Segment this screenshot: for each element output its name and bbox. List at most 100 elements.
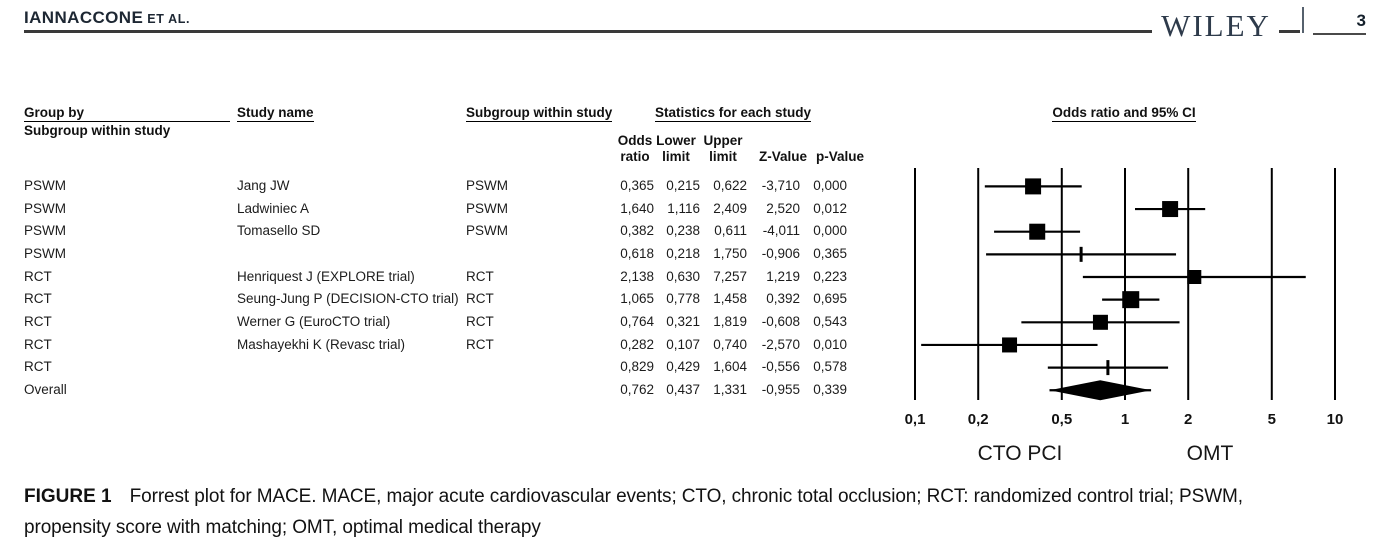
col-header-statistics: Statistics for each study — [655, 105, 812, 122]
cell-study: Jang JW — [237, 178, 290, 193]
cell-z: -2,570 — [761, 336, 800, 352]
cell-study: Ladwiniec A — [237, 200, 310, 216]
figure-caption: FIGURE 1 Forrest plot for MACE. MACE, maj… — [24, 481, 1372, 543]
table-row: RCT 0,829 0,429 1,604 -0,556 0,578 — [0, 356, 890, 379]
brand-separator-line — [1302, 7, 1304, 33]
cell-group: PSWM — [24, 223, 66, 239]
cell-group: PSWM — [24, 178, 66, 193]
caption-line-1: FIGURE 1 Forrest plot for MACE. MACE, maj… — [24, 481, 1372, 512]
cell-p: 0,339 — [813, 381, 847, 397]
col-header-plot: Odds ratio and 95% CI — [1052, 105, 1196, 122]
cell-study: Henriquest J (EXPLORE trial) — [237, 268, 415, 284]
cell-z: -4,011 — [762, 223, 800, 239]
cell-ll: 0,630 — [666, 268, 700, 284]
cell-ul: 1,604 — [713, 359, 747, 375]
cell-z: -0,556 — [761, 359, 800, 375]
cell-ll: 0,321 — [666, 313, 700, 329]
cell-z: -0,608 — [761, 313, 800, 329]
cell-p: 0,365 — [813, 245, 847, 261]
cell-z: 1,219 — [766, 268, 800, 284]
cell-z: -3,710 — [761, 178, 800, 193]
cell-ll: 0,107 — [666, 336, 700, 352]
running-head: IANNACCONE ET AL. — [24, 8, 190, 28]
svg-text:0,2: 0,2 — [968, 411, 989, 428]
table-row: PSWM Tomasello SD PSWM 0,382 0,238 0,611 -4,01… — [0, 220, 890, 243]
table-row: RCT Seung-Jung P (DECISION-CTO trial) RCT 1… — [0, 288, 890, 311]
table-row: RCT Mashayekhi K (Revasc trial) RCT 0,282 0,… — [0, 334, 890, 357]
cell-study: Mashayekhi K (Revasc trial) — [237, 336, 406, 352]
cell-group: RCT — [24, 268, 52, 284]
forest-plot: 0,1 0,2 0,5 1 2 5 10 CTO PCI OMT — [887, 160, 1351, 470]
col-header-study-name: Study name — [237, 105, 314, 122]
subheader-odds-ratio: Odds ratio — [617, 133, 653, 164]
cell-z: 0,392 — [766, 291, 800, 307]
cell-z: -0,955 — [761, 381, 800, 397]
caption-label: FIGURE 1 — [24, 486, 112, 507]
table-row: PSWM 0,618 0,218 1,750 -0,906 0,365 — [0, 243, 890, 266]
cell-study: Tomasello SD — [237, 223, 321, 239]
subheader-upper-limit: Upper limit — [703, 133, 743, 164]
svg-text:2: 2 — [1184, 411, 1192, 428]
cell-p: 0,012 — [813, 200, 847, 216]
header-rule — [24, 30, 1152, 33]
cell-or: 0,382 — [620, 223, 654, 239]
cell-or: 2,138 — [620, 268, 654, 284]
cell-p: 0,543 — [813, 313, 847, 329]
cell-or: 0,365 — [620, 178, 654, 193]
subheader-p-value: p-Value — [815, 148, 864, 164]
cell-group: RCT — [24, 336, 52, 352]
cell-ul: 0,622 — [713, 178, 747, 193]
cell-ll: 0,218 — [666, 245, 700, 261]
cell-group: PSWM — [24, 200, 66, 216]
brand-dash-rule — [1279, 30, 1300, 33]
wiley-logo: WILEY — [1161, 8, 1271, 43]
cell-subgroup: RCT — [466, 291, 494, 307]
cell-or: 1,065 — [620, 291, 654, 307]
cell-or: 0,762 — [620, 381, 654, 397]
svg-text:OMT: OMT — [1187, 442, 1234, 465]
cell-p: 0,695 — [813, 291, 847, 307]
svg-text:0,1: 0,1 — [905, 411, 926, 428]
cell-subgroup: RCT — [466, 268, 494, 284]
cell-group: RCT — [24, 359, 52, 375]
svg-text:CTO PCI: CTO PCI — [978, 442, 1063, 465]
cell-subgroup: PSWM — [466, 178, 508, 193]
page-number-rule — [1313, 33, 1366, 35]
cell-study: Seung-Jung P (DECISION-CTO trial) — [237, 291, 459, 307]
cell-ll: 0,778 — [666, 291, 700, 307]
cell-subgroup: PSWM — [466, 223, 508, 239]
cell-z: 2,520 — [766, 200, 800, 216]
cell-p: 0,010 — [813, 336, 847, 352]
cell-ul: 1,750 — [713, 245, 747, 261]
cell-p: 0,223 — [813, 268, 847, 284]
cell-ul: 1,458 — [713, 291, 747, 307]
page-number: 3 — [1356, 11, 1366, 30]
cell-ll: 0,429 — [666, 359, 700, 375]
table-row: Overall 0,762 0,437 1,331 -0,955 0,339 — [0, 379, 890, 402]
cell-or: 1,640 — [620, 200, 654, 216]
cell-study: Werner G (EuroCTO trial) — [237, 313, 391, 329]
cell-ul: 2,409 — [713, 200, 747, 216]
cell-or: 0,829 — [620, 359, 654, 375]
svg-text:1: 1 — [1121, 411, 1129, 428]
cell-p: 0,578 — [813, 359, 847, 375]
table-row: RCT Werner G (EuroCTO trial) RCT 0,764 0,321… — [0, 311, 890, 334]
table-row: RCT Henriquest J (EXPLORE trial) RCT 2,138 0… — [0, 266, 890, 289]
col-header-subgroup: Subgroup within study — [466, 105, 613, 122]
cell-subgroup: PSWM — [466, 200, 508, 216]
cell-group: PSWM — [24, 245, 66, 261]
cell-group: RCT — [24, 313, 52, 329]
svg-text:5: 5 — [1268, 411, 1276, 428]
cell-subgroup: RCT — [466, 313, 494, 329]
col-header-group-by-line2: Subgroup within study — [24, 123, 171, 138]
cell-ll: 0,215 — [666, 178, 700, 193]
svg-text:0,5: 0,5 — [1051, 411, 1072, 428]
cell-subgroup: RCT — [466, 336, 494, 352]
cell-group: Overall — [24, 381, 67, 397]
caption-line-2: propensity score with matching; OMT, opt… — [24, 517, 541, 538]
cell-p: 0,000 — [813, 223, 847, 239]
cell-ll: 0,238 — [666, 223, 700, 239]
cell-or: 0,764 — [620, 313, 654, 329]
caption-text-1: Forrest plot for MACE. MACE, major acute… — [129, 486, 1243, 507]
